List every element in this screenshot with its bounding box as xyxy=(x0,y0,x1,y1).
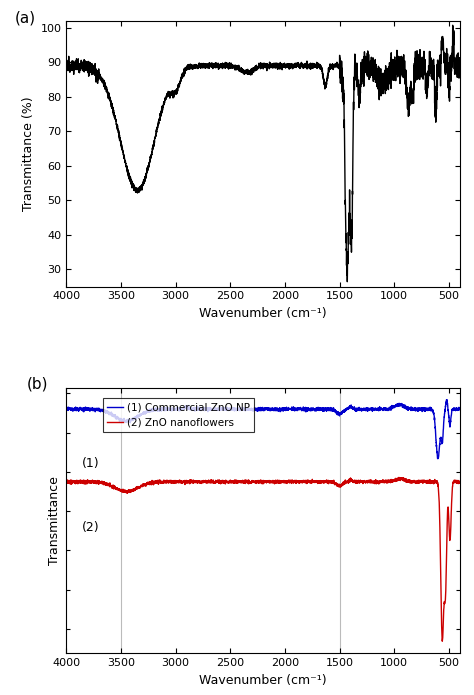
X-axis label: Wavenumber (cm⁻¹): Wavenumber (cm⁻¹) xyxy=(199,673,327,687)
(2) ZnO nanoflowers xyxy=(64,478,69,486)
(1) Commercial ZnO NP xyxy=(457,405,463,414)
(1) Commercial ZnO NP xyxy=(444,395,450,404)
(2) ZnO nanoflowers xyxy=(396,473,402,482)
Y-axis label: Transmittance: Transmittance xyxy=(48,476,61,565)
(2) ZnO nanoflowers xyxy=(419,477,425,486)
(2) ZnO nanoflowers xyxy=(148,478,154,486)
(2) ZnO nanoflowers xyxy=(173,478,179,486)
Text: (b): (b) xyxy=(27,377,48,392)
(1) Commercial ZnO NP xyxy=(64,407,69,415)
(1) Commercial ZnO NP xyxy=(148,407,154,416)
(1) Commercial ZnO NP xyxy=(301,404,307,412)
(2) ZnO nanoflowers xyxy=(439,637,445,646)
Text: (a): (a) xyxy=(15,10,36,25)
(1) Commercial ZnO NP xyxy=(419,404,425,412)
Text: (2): (2) xyxy=(82,521,100,534)
(1) Commercial ZnO NP xyxy=(308,404,314,413)
(2) ZnO nanoflowers xyxy=(308,479,314,487)
(2) ZnO nanoflowers xyxy=(301,478,307,486)
Line: (1) Commercial ZnO NP: (1) Commercial ZnO NP xyxy=(66,400,460,459)
(1) Commercial ZnO NP xyxy=(173,405,179,414)
(2) ZnO nanoflowers xyxy=(457,478,463,486)
Legend: (1) Commercial ZnO NP, (2) ZnO nanoflowers: (1) Commercial ZnO NP, (2) ZnO nanoflowe… xyxy=(103,398,254,432)
(2) ZnO nanoflowers xyxy=(457,477,463,486)
Text: (1): (1) xyxy=(82,457,100,471)
Line: (2) ZnO nanoflowers: (2) ZnO nanoflowers xyxy=(66,477,460,641)
X-axis label: Wavenumber (cm⁻¹): Wavenumber (cm⁻¹) xyxy=(199,307,327,320)
Y-axis label: Transmittance (%): Transmittance (%) xyxy=(22,97,35,211)
(1) Commercial ZnO NP xyxy=(435,455,441,463)
(1) Commercial ZnO NP xyxy=(457,404,463,412)
